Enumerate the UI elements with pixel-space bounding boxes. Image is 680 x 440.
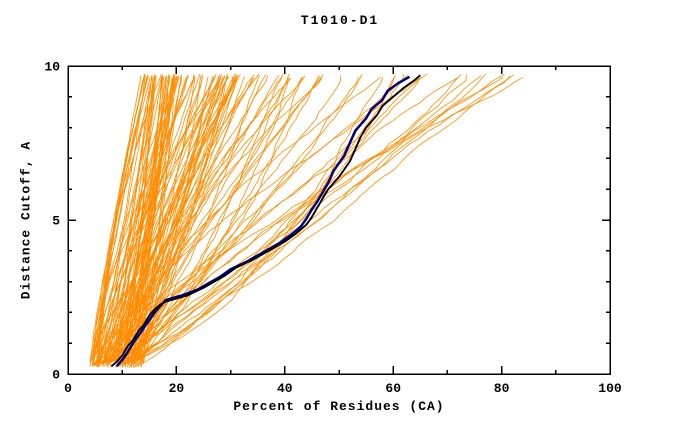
x-tick-label: 20 [169,381,185,396]
x-tick-label: 0 [64,381,72,396]
y-axis-label: Distance Cutoff, A [18,140,34,300]
x-tick-label: 40 [277,381,293,396]
best-model-black [110,74,421,368]
x-tick-label: 80 [494,381,510,396]
x-tick-label: 60 [385,381,401,396]
x-tick-label: 100 [598,381,622,396]
chart-title: T1010-D1 [300,13,380,28]
y-tick-label: 5 [52,214,60,229]
x-axis-label: Percent of Residues (CA) [233,399,445,414]
best-model-navy [115,75,411,368]
y-tick-label: 10 [44,60,60,75]
y-tick-label: 0 [52,368,60,383]
